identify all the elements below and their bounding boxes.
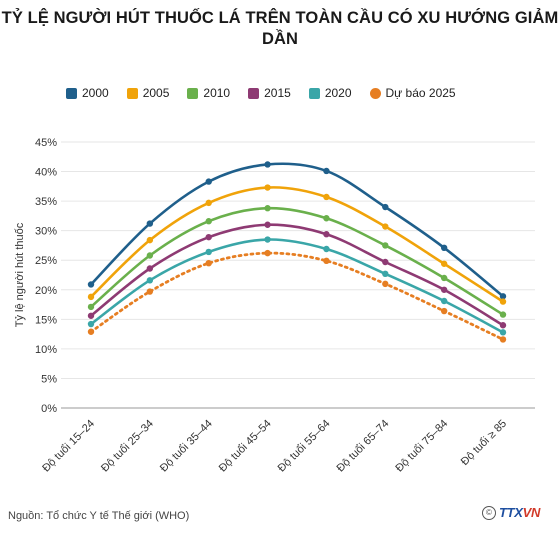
- data-point: [87, 320, 95, 328]
- y-tick-label: 45%: [35, 137, 57, 149]
- y-tick-label: 35%: [35, 196, 57, 208]
- ttxvn-logo: © TTXVN: [482, 505, 540, 520]
- x-tick-label: Độ tuổi 65–74: [334, 418, 391, 475]
- x-tick-label: Độ tuổi 35–44: [158, 418, 215, 475]
- y-tick-label: 20%: [35, 285, 57, 297]
- data-point: [440, 286, 448, 293]
- logo-text-a: TTX: [499, 505, 523, 520]
- x-tick-label: Độ tuổi 25–34: [99, 418, 156, 475]
- data-point: [264, 161, 271, 168]
- y-tick-label: 5%: [41, 373, 57, 385]
- legend-label: 2000: [82, 86, 109, 100]
- y-axis-label: Tỷ lệ người hút thuốc: [14, 222, 26, 327]
- data-point: [440, 274, 448, 282]
- data-point: [205, 233, 212, 241]
- x-tick-label: Độ tuổi 55–64: [276, 418, 333, 475]
- data-point: [146, 236, 154, 244]
- data-point: [499, 322, 507, 329]
- copyright-icon: ©: [482, 505, 496, 520]
- data-point: [205, 218, 212, 225]
- data-point: [205, 248, 212, 256]
- x-tick-label: Độ tuổi 15–24: [40, 418, 97, 475]
- legend-label: 2015: [264, 86, 291, 100]
- legend-item: 2020: [308, 86, 352, 100]
- data-point: [499, 336, 507, 343]
- legend-swatch: [248, 87, 260, 99]
- data-point: [323, 245, 330, 253]
- data-point: [205, 178, 212, 185]
- legend-label: Dự báo 2025: [385, 86, 456, 100]
- legend-swatch: [308, 87, 320, 99]
- data-point: [323, 257, 330, 265]
- data-point: [205, 259, 212, 267]
- legend-label: 2005: [142, 86, 170, 100]
- chart-legend: 2000 2005 2010 2015 2020 Dự báo 2025: [66, 86, 474, 100]
- data-point: [499, 298, 507, 305]
- data-point: [382, 223, 389, 230]
- data-point: [382, 258, 389, 266]
- data-point: [323, 231, 330, 238]
- data-point: [87, 328, 95, 335]
- data-point: [323, 193, 330, 201]
- y-tick-label: 15%: [35, 314, 57, 326]
- data-point: [205, 199, 212, 207]
- data-point: [440, 307, 448, 315]
- data-point: [382, 280, 389, 288]
- legend-item: Dự báo 2025: [369, 86, 456, 100]
- data-point: [499, 329, 507, 336]
- logo-text: TTXVN: [499, 505, 540, 520]
- legend-item: 2005: [126, 86, 170, 100]
- data-point: [146, 277, 154, 284]
- data-point: [382, 242, 389, 249]
- data-point: [323, 215, 330, 222]
- data-point: [499, 311, 507, 318]
- y-tick-label: 10%: [35, 344, 57, 356]
- legend-label: 2010: [203, 86, 231, 100]
- data-point: [264, 205, 271, 212]
- data-point: [440, 244, 448, 252]
- legend-swatch: [369, 87, 381, 99]
- data-point: [264, 221, 271, 228]
- series-line-2020: [89, 238, 505, 334]
- legend-item: 2010: [187, 86, 230, 100]
- legend-swatch: [126, 87, 138, 99]
- data-point: [382, 203, 389, 211]
- legend-swatch: [187, 87, 199, 99]
- data-point: [440, 297, 448, 305]
- data-point: [146, 220, 154, 227]
- logo-text-b: VN: [522, 505, 541, 520]
- y-tick-label: 25%: [35, 255, 57, 267]
- data-point: [264, 236, 271, 243]
- chart-title: TỶ LỆ NGƯỜI HÚT THUỐC LÁ TRÊN TOÀN CẦU C…: [1, 9, 559, 48]
- data-point: [87, 303, 95, 311]
- data-point: [264, 184, 271, 191]
- data-point: [146, 265, 154, 272]
- legend-label: 2020: [324, 86, 352, 100]
- source-note: Nguồn: Tổ chức Y tế Thế giới (WHO): [8, 510, 190, 522]
- legend-item: 2000: [66, 86, 109, 100]
- x-tick-label: Độ tuổi 75–84: [393, 418, 450, 475]
- x-tick-label: Độ tuổi 45–54: [217, 418, 274, 475]
- data-point: [87, 293, 95, 301]
- series-line-2010: [89, 206, 505, 316]
- data-point: [382, 270, 389, 278]
- legend-swatch: [66, 87, 77, 99]
- data-point: [87, 281, 95, 288]
- y-tick-label: 40%: [35, 167, 57, 179]
- data-point: [146, 288, 154, 295]
- legend-item: 2015: [248, 86, 291, 100]
- y-tick-label: 0%: [41, 403, 57, 415]
- data-point: [146, 252, 154, 259]
- data-point: [323, 167, 330, 175]
- y-tick-label: 30%: [35, 226, 57, 238]
- series-line-2015: [89, 223, 505, 327]
- data-point: [499, 293, 507, 300]
- x-tick-label: Độ tuổi ≥ 85: [459, 418, 509, 468]
- data-point: [440, 260, 448, 267]
- data-point: [264, 249, 271, 257]
- data-point: [87, 312, 95, 319]
